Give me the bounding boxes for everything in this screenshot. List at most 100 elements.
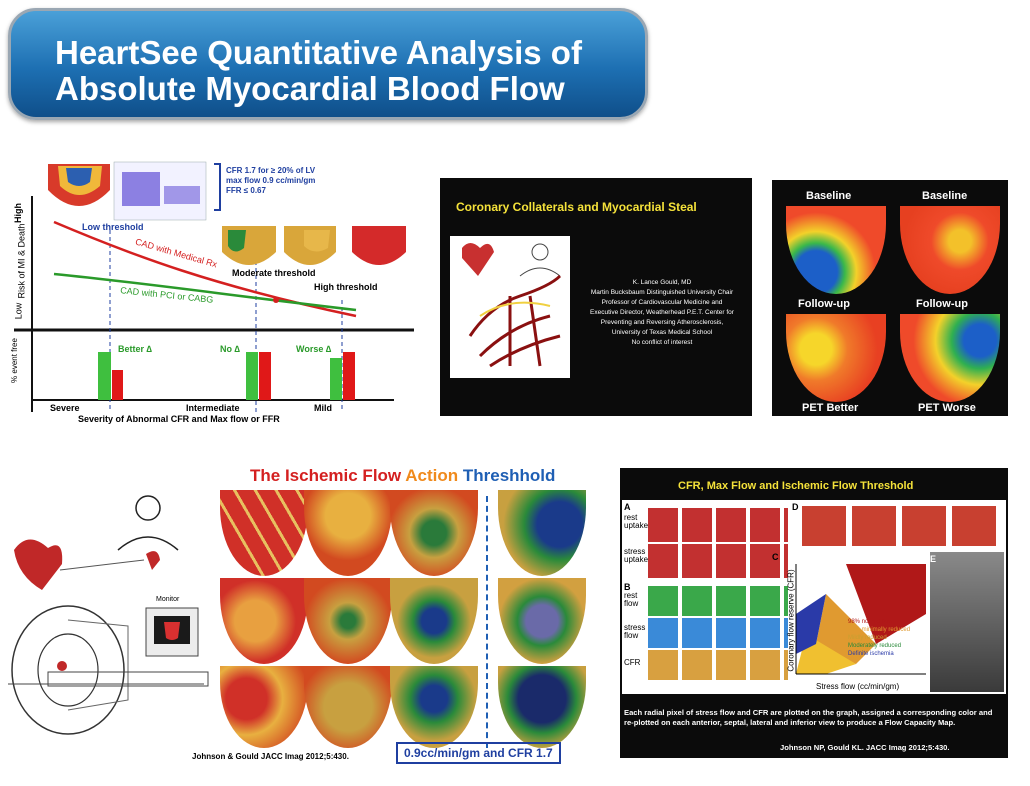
threshold-box: 0.9cc/min/gm and CFR 1.7 (396, 742, 561, 764)
criteria-2: max flow 0.9 cc/min/gm (226, 176, 316, 185)
plot-legend: 98% normal flow 90% minimally reduced Mi… (848, 618, 910, 658)
panel-letter-a: A (624, 502, 631, 512)
stress-uptake-strip (648, 544, 788, 578)
legend-mild: Mildly reduced (848, 635, 887, 641)
flow-map-2-3 (390, 578, 478, 664)
pet-map-followup-right (900, 314, 1000, 402)
threshold-divider (486, 496, 488, 748)
patient-head-icon (531, 243, 549, 261)
flow-map-3-4 (498, 666, 586, 748)
row-label-stress-uptake: stress uptake (624, 547, 649, 564)
flow-capacity-citation: Johnson NP, Gould KL. JACC Imag 2012;5:4… (780, 743, 950, 752)
pet-panel: Baseline Baseline Follow-up Follow-up PE… (772, 180, 1008, 416)
pet-label-better: PET Better (802, 402, 859, 414)
criteria-3: FFR ≤ 0.67 (226, 186, 266, 195)
plot-x-axis: Stress flow (cc/min/gm) (816, 682, 900, 691)
title-banner: HeartSee Quantitative Analysis of Absolu… (8, 8, 648, 120)
pet-label-baseline-2: Baseline (922, 190, 968, 202)
region-ischemia (796, 594, 826, 654)
legend-ischemia: Definite ischemia (848, 651, 894, 657)
panel-letter-c: C (772, 552, 779, 562)
page-title: HeartSee Quantitative Analysis of Absolu… (55, 35, 582, 107)
high-threshold-label: High threshold (314, 282, 378, 292)
flow-map-2-2 (304, 578, 392, 664)
panel-letter-e: E (930, 554, 937, 564)
author-line-5: Preventing and Reversing Atherosclerosis… (600, 319, 724, 326)
coronary-vessels (468, 274, 562, 368)
ischemic-title-part-3: Threshhold (462, 466, 556, 485)
panel-letter-d: D (792, 502, 799, 512)
ischemic-title-part-1: The Ischemic Flow (250, 466, 406, 485)
pet-map-baseline-right (900, 206, 1000, 294)
heart-icon (462, 243, 494, 276)
heart-model-icon (14, 539, 63, 590)
pet-label-followup-1: Follow-up (798, 298, 850, 310)
flow-map-3-3 (390, 666, 478, 748)
ischemic-citation: Johnson & Gould JACC Imag 2012;5:430. (192, 752, 349, 761)
flow-map-3-1 (220, 666, 308, 748)
flow-map-2-1 (220, 578, 308, 664)
row-label-stress-flow: stress flow (624, 623, 646, 640)
flow-capacity-plot (795, 564, 926, 675)
criteria-1: CFR 1.7 for ≥ 20% of LV (226, 166, 316, 175)
flow-capacity-caption: Each radial pixel of stress flow and CFR… (624, 708, 993, 727)
rest-flow-strip (648, 586, 788, 616)
flow-capacity-title: CFR, Max Flow and Ischemic Flow Threshol… (678, 480, 914, 492)
legend-normal: 98% normal flow (848, 619, 893, 625)
y-axis-event-label: % event free (9, 338, 19, 383)
author-line-3: Professor of Cardiovascular Medicine and (601, 299, 723, 306)
x-tick-mild: Mild (314, 403, 332, 413)
flow-map-2-4 (498, 578, 586, 664)
legend-moderate: Moderately reduced (848, 643, 902, 649)
flow-capacity-maps-strip (802, 506, 1002, 546)
bar-better-red (112, 370, 123, 400)
scanner-ring (11, 605, 125, 735)
y-axis-high: High (13, 203, 23, 223)
x-tick-severe: Severe (50, 403, 80, 413)
flow-map-1-1 (220, 490, 308, 576)
pet-map-baseline-left (786, 206, 886, 294)
flow-map-1-2 (304, 490, 392, 576)
flow-map-3-2 (304, 666, 392, 748)
row-label-rest-flow: rest flow (624, 591, 639, 608)
risk-panel: CFR 1.7 for ≥ 20% of LV max flow 0.9 cc/… (10, 160, 414, 430)
plot-y-axis: Coronary flow reserve (CFR) (786, 569, 796, 672)
flow-map-1-3 (390, 490, 478, 576)
risk-chart (14, 161, 414, 412)
y-axis-low: Low (13, 302, 24, 320)
monitor-label: Monitor (156, 596, 180, 603)
row-label-rest-uptake: rest uptake (624, 513, 649, 530)
rest-uptake-strip (648, 508, 788, 542)
title-line-2: Absolute Myocardial Blood Flow (55, 70, 565, 107)
bar-noc-green (246, 352, 258, 400)
ischemic-title: The Ischemic Flow Action Threshhold (250, 466, 555, 486)
bar-label-better: Better ∆ (118, 344, 153, 354)
row-label-cfr: CFR (624, 658, 641, 667)
author-line-6: University of Texas Medical School (611, 329, 713, 336)
panel-letter-b: B (624, 582, 631, 592)
bar-worse-red (343, 352, 355, 400)
bar-noc-red (259, 352, 271, 400)
ischemic-panel: The Ischemic Flow Action Threshhold Moni… (8, 460, 588, 770)
angiogram-e (930, 552, 1004, 692)
pet-map-followup-left (786, 314, 886, 402)
angiogram-image (450, 236, 570, 378)
bar-label-worse: Worse ∆ (296, 344, 332, 354)
pet-label-worse: PET Worse (918, 402, 976, 414)
region-mild (816, 594, 876, 664)
crossover-point (273, 297, 279, 303)
legend-min-reduced: 90% minimally reduced (848, 627, 911, 633)
x-axis-label: Severity of Abnormal CFR and Max flow or… (78, 414, 280, 424)
bar-better-green (98, 352, 111, 400)
person-head-icon (135, 495, 161, 521)
x-tick-intermediate: Intermediate (186, 403, 240, 413)
author-line-1: K. Lance Gould, MD (632, 279, 692, 286)
flow-capacity-panel: CFR, Max Flow and Ischemic Flow Threshol… (620, 468, 1008, 758)
author-line-7: No conflict of interest (631, 339, 693, 346)
author-line-2: Martin Bucksbaum Distinguished Universit… (590, 289, 734, 296)
author-line-4: Executive Director, Weatherhead P.E.T. C… (590, 309, 734, 316)
region-normal (846, 564, 926, 644)
author-block: K. Lance Gould, MD Martin Bucksbaum Dist… (580, 278, 744, 348)
pci-cabg-curve (53, 272, 357, 312)
bar-label-no: No ∆ (220, 344, 241, 354)
